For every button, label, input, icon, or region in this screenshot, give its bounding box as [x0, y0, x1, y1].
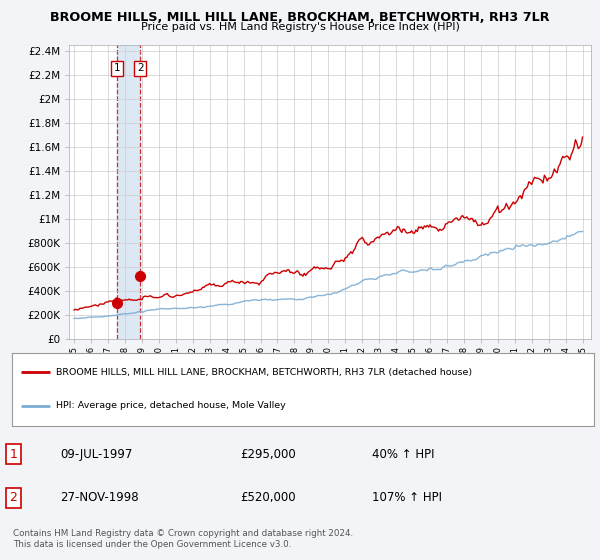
Text: Price paid vs. HM Land Registry's House Price Index (HPI): Price paid vs. HM Land Registry's House … — [140, 22, 460, 32]
Text: 107% ↑ HPI: 107% ↑ HPI — [372, 491, 442, 504]
Text: 1: 1 — [113, 63, 120, 73]
Text: Contains HM Land Registry data © Crown copyright and database right 2024.
This d: Contains HM Land Registry data © Crown c… — [13, 529, 353, 549]
Text: HPI: Average price, detached house, Mole Valley: HPI: Average price, detached house, Mole… — [56, 402, 286, 410]
Text: BROOME HILLS, MILL HILL LANE, BROCKHAM, BETCHWORTH, RH3 7LR: BROOME HILLS, MILL HILL LANE, BROCKHAM, … — [50, 11, 550, 24]
Text: 09-JUL-1997: 09-JUL-1997 — [60, 448, 133, 461]
Text: 40% ↑ HPI: 40% ↑ HPI — [372, 448, 434, 461]
Text: BROOME HILLS, MILL HILL LANE, BROCKHAM, BETCHWORTH, RH3 7LR (detached house): BROOME HILLS, MILL HILL LANE, BROCKHAM, … — [56, 368, 472, 377]
Text: £295,000: £295,000 — [240, 448, 296, 461]
Text: 27-NOV-1998: 27-NOV-1998 — [60, 491, 139, 504]
Text: £520,000: £520,000 — [240, 491, 296, 504]
Text: 2: 2 — [9, 491, 17, 504]
Bar — [117, 45, 140, 339]
Text: 2: 2 — [137, 63, 143, 73]
Text: 1: 1 — [9, 448, 17, 461]
